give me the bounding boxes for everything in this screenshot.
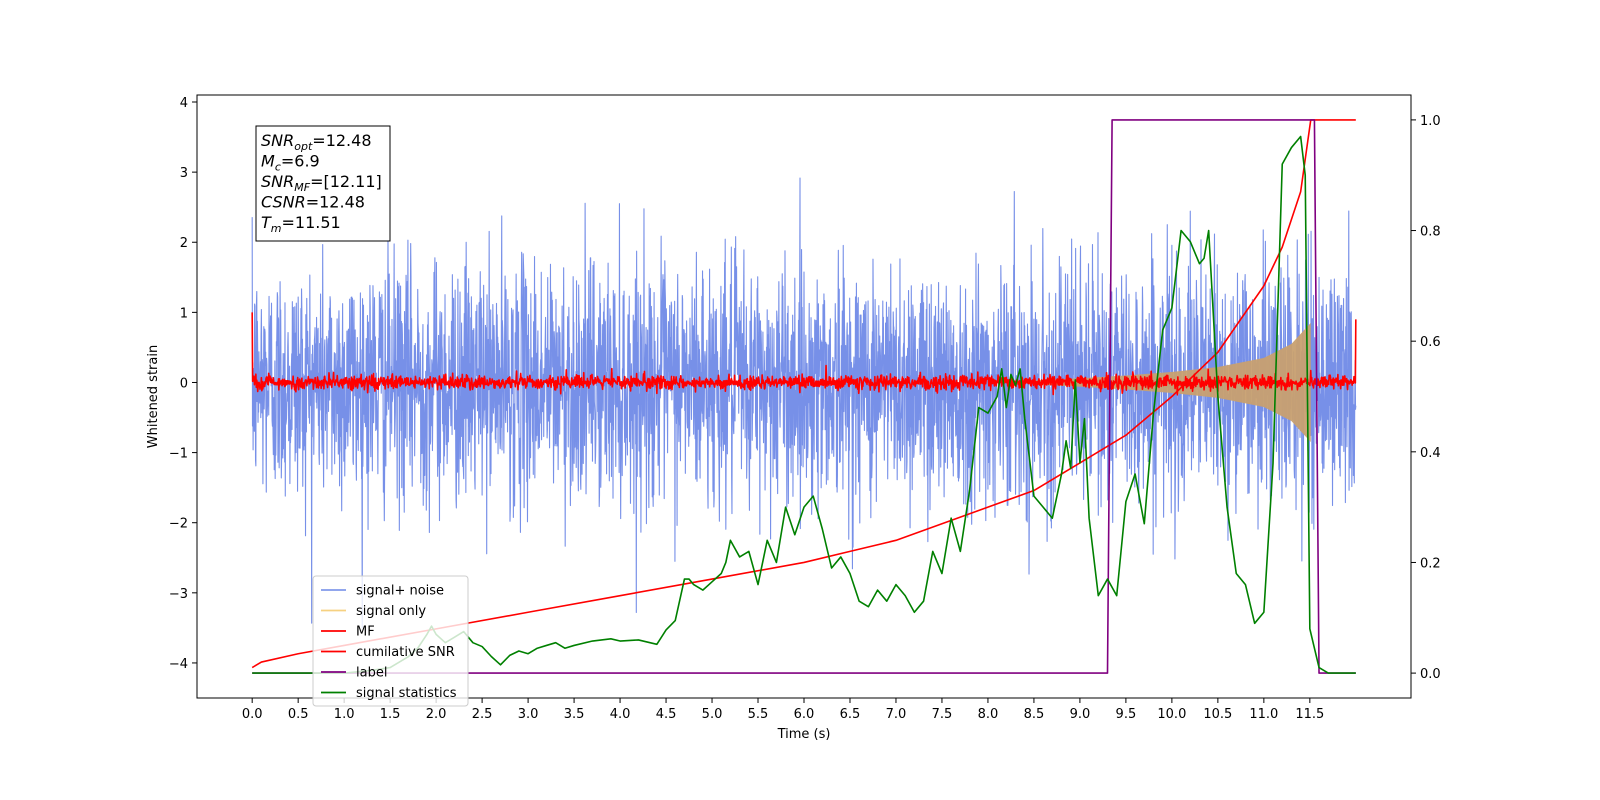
y-tick-label: 3 [180,166,188,181]
x-tick-label: 9.5 [1116,707,1137,722]
x-tick-label: 1.0 [334,707,355,722]
y-tick-label: −1 [169,447,188,462]
y-tick-label: −2 [169,517,188,532]
legend-label: cumilative SNR [356,645,455,660]
y-axis-label: Whitened strain [146,345,161,448]
y2-tick-label: 0.4 [1420,446,1441,461]
x-tick-label: 11.0 [1249,707,1278,722]
x-tick-label: 10.0 [1157,707,1186,722]
legend-label: label [356,666,387,681]
y-tick-label: 1 [180,306,188,321]
series-mf-line [251,312,1357,396]
info-snr-opt: SNRopt=12.48 [261,131,372,153]
legend-label: MF [356,625,375,640]
series-label-line [252,119,1356,674]
y-tick-label: −3 [169,587,188,602]
x-tick-label: 5.0 [702,707,723,722]
x-tick-label: 8.5 [1024,707,1045,722]
x-tick-label: 2.5 [472,707,493,722]
x-tick-label: 7.5 [932,707,953,722]
series-signal-statistics-line [252,135,1356,674]
y-tick-label: −4 [169,657,188,672]
x-tick-label: 4.0 [610,707,631,722]
y-tick-label: 4 [180,96,188,111]
x-axis-label: Time (s) [777,727,831,742]
x-tick-label: 4.5 [656,707,677,722]
x-tick-label: 6.0 [794,707,815,722]
series-signal-noise-line [251,177,1357,629]
y2-tick-label: 0.8 [1420,225,1441,240]
legend-label: signal statistics [356,686,457,701]
y-tick-label: 2 [180,236,188,251]
info-snr-mf: SNRMF=[12.11] [261,172,382,194]
legend-label: signal+ noise [356,584,444,599]
y2-tick-label: 0.0 [1420,667,1441,682]
axes: 0.0 0.5 1.0 1.5 2.0 2.5 3.0 3.5 4.0 4.5 5.0 5.5 6.0 6… [169,94,1441,722]
x-tick-label: 9.0 [1070,707,1091,722]
info-box: SNRopt=12.48Mc=6.9SNRMF=[12.11]CSNR=12.4… [255,125,391,242]
y-tick-label: 0 [180,376,188,391]
x-tick-label: 6.5 [840,707,861,722]
y2-tick-label: 0.6 [1420,335,1441,350]
legend-label: signal only [356,604,426,619]
legend: signal+ noise signal only MF cumilative SNR… [312,575,469,707]
y2-tick-label: 0.2 [1420,556,1441,571]
x-tick-label: 3.0 [518,707,539,722]
info-box-frame [255,125,391,242]
info-csnr: CSNR=12.48 [261,193,365,212]
info-tm: Tm=11.51 [261,213,341,235]
x-tick-label: 7.0 [886,707,907,722]
x-tick-label: 0.0 [242,707,263,722]
x-tick-label: 0.5 [288,707,309,722]
x-tick-label: 11.5 [1295,707,1324,722]
x-tick-label: 3.5 [564,707,585,722]
x-tick-label: 8.0 [978,707,999,722]
x-tick-label: 2.0 [426,707,447,722]
x-tick-label: 10.5 [1203,707,1232,722]
y2-tick-label: 1.0 [1420,114,1441,129]
x-tick-label: 1.5 [380,707,401,722]
x-tick-label: 5.5 [748,707,769,722]
info-mc: Mc=6.9 [261,152,320,174]
legend-box [312,575,469,707]
